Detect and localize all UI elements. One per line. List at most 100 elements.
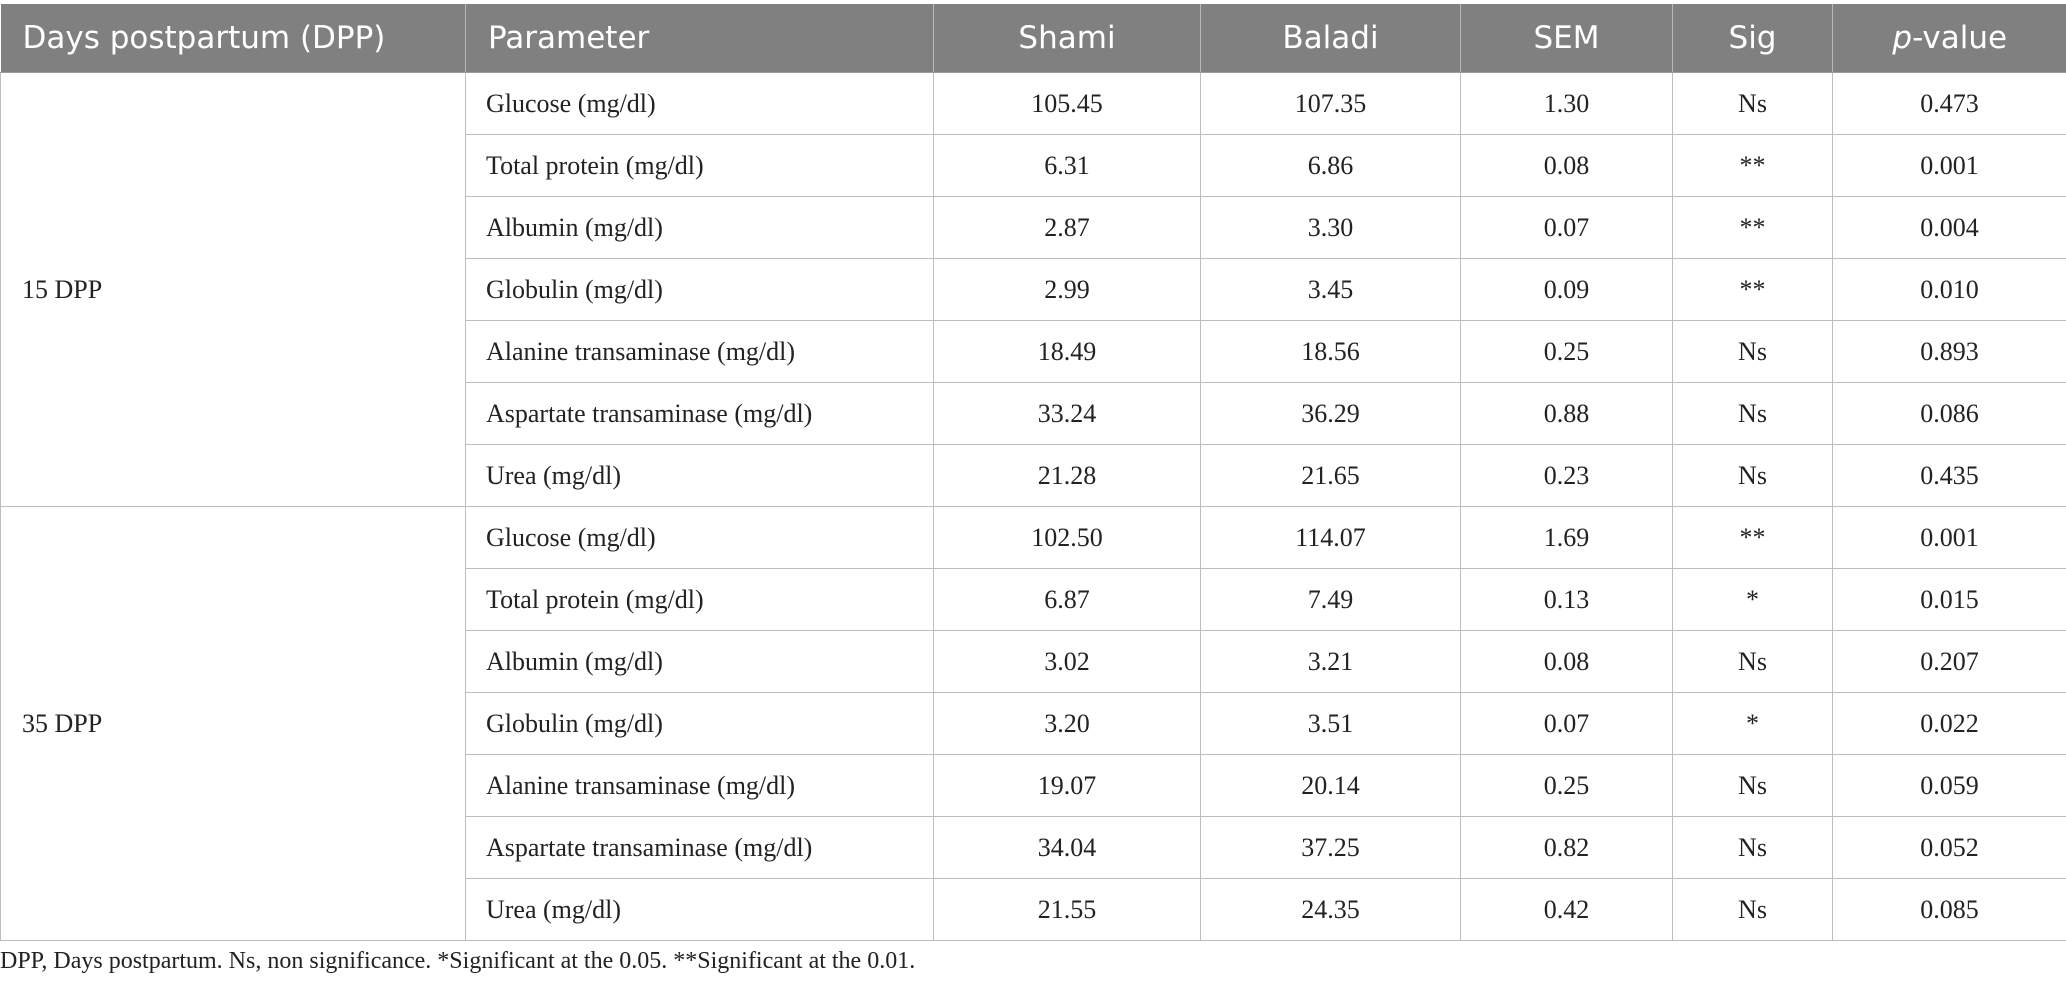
table-row: Urea (mg/dl) 21.28 21.65 0.23 Ns 0.435 — [1, 444, 2066, 507]
table-row: Globulin (mg/dl) 3.20 3.51 0.07 * 0.022 — [1, 692, 2066, 755]
shami-cell: 34.04 — [933, 816, 1201, 879]
baladi-cell: 20.14 — [1200, 754, 1461, 817]
header-sig: Sig — [1672, 4, 1833, 73]
group-label-cell: 35 DPP — [0, 506, 466, 941]
sig-cell: ** — [1672, 196, 1833, 259]
sig-cell: Ns — [1672, 382, 1833, 445]
header-p-value: p-value — [1832, 4, 2066, 73]
parameter-cell: Globulin (mg/dl) — [465, 258, 934, 321]
parameter-cell: Albumin (mg/dl) — [465, 630, 934, 693]
sig-cell: ** — [1672, 258, 1833, 321]
table-container: Days postpartum (DPP) Parameter Shami Ba… — [0, 4, 2066, 941]
table-body: 15 DPP Glucose (mg/dl) 105.45 107.35 1.30 Ns 0… — [0, 72, 2066, 941]
baladi-cell: 3.21 — [1200, 630, 1461, 693]
sem-cell: 0.13 — [1460, 568, 1673, 631]
sem-cell: 0.07 — [1460, 692, 1673, 755]
table-row: Aspartate transaminase (mg/dl) 33.24 36.29… — [1, 382, 2066, 445]
p-value-cell: 0.001 — [1832, 134, 2066, 197]
baladi-cell: 37.25 — [1200, 816, 1461, 879]
sem-cell: 0.09 — [1460, 258, 1673, 321]
p-value-cell: 0.473 — [1832, 72, 2066, 135]
table-header: Days postpartum (DPP) Parameter Shami Ba… — [0, 4, 2066, 73]
baladi-cell: 36.29 — [1200, 382, 1461, 445]
header-value-suffix: -value — [1912, 20, 2008, 56]
baladi-cell: 3.30 — [1200, 196, 1461, 259]
baladi-cell: 7.49 — [1200, 568, 1461, 631]
sig-cell: Ns — [1672, 630, 1833, 693]
baladi-cell: 3.45 — [1200, 258, 1461, 321]
sem-cell: 0.25 — [1460, 320, 1673, 383]
sig-cell: Ns — [1672, 444, 1833, 507]
parameter-cell: Glucose (mg/dl) — [465, 72, 934, 135]
header-row: Days postpartum (DPP) Parameter Shami Ba… — [0, 4, 2066, 73]
sem-cell: 0.07 — [1460, 196, 1673, 259]
p-value-cell: 0.085 — [1832, 878, 2066, 941]
table-row: Albumin (mg/dl) 3.02 3.21 0.08 Ns 0.207 — [1, 630, 2066, 693]
p-value-cell: 0.207 — [1832, 630, 2066, 693]
p-value-cell: 0.052 — [1832, 816, 2066, 879]
baladi-cell: 21.65 — [1200, 444, 1461, 507]
header-shami: Shami — [933, 4, 1201, 73]
parameter-cell: Urea (mg/dl) — [465, 444, 934, 507]
table-row: Urea (mg/dl) 21.55 24.35 0.42 Ns 0.085 — [1, 878, 2066, 941]
baladi-cell: 114.07 — [1200, 506, 1461, 569]
group-label-cell: 15 DPP — [0, 72, 466, 507]
sig-cell: Ns — [1672, 754, 1833, 817]
shami-cell: 21.55 — [933, 878, 1201, 941]
shami-cell: 6.87 — [933, 568, 1201, 631]
parameter-cell: Urea (mg/dl) — [465, 878, 934, 941]
baladi-cell: 6.86 — [1200, 134, 1461, 197]
table-row: Globulin (mg/dl) 2.99 3.45 0.09 ** 0.010 — [1, 258, 2066, 321]
parameter-cell: Aspartate transaminase (mg/dl) — [465, 816, 934, 879]
sig-cell: ** — [1672, 506, 1833, 569]
header-parameter: Parameter — [465, 4, 934, 73]
table-row: 35 DPP Glucose (mg/dl) 102.50 114.07 1.69 ** 0… — [0, 506, 2066, 941]
table-row: Alanine transaminase (mg/dl) 18.49 18.56 0.… — [1, 320, 2066, 383]
p-value-cell: 0.001 — [1832, 506, 2066, 569]
parameter-cell: Albumin (mg/dl) — [465, 196, 934, 259]
header-baladi: Baladi — [1200, 4, 1461, 73]
baladi-cell: 107.35 — [1200, 72, 1461, 135]
p-value-cell: 0.015 — [1832, 568, 2066, 631]
sig-cell: * — [1672, 568, 1833, 631]
p-value-cell: 0.022 — [1832, 692, 2066, 755]
shami-cell: 3.20 — [933, 692, 1201, 755]
sig-cell: Ns — [1672, 816, 1833, 879]
p-value-cell: 0.086 — [1832, 382, 2066, 445]
sem-cell: 0.82 — [1460, 816, 1673, 879]
parameter-cell: Aspartate transaminase (mg/dl) — [465, 382, 934, 445]
sem-cell: 0.08 — [1460, 630, 1673, 693]
parameter-cell: Glucose (mg/dl) — [465, 506, 934, 569]
shami-cell: 3.02 — [933, 630, 1201, 693]
sem-cell: 0.08 — [1460, 134, 1673, 197]
table-row: Albumin (mg/dl) 2.87 3.30 0.07 ** 0.004 — [1, 196, 2066, 259]
sem-cell: 0.42 — [1460, 878, 1673, 941]
p-value-cell: 0.059 — [1832, 754, 2066, 817]
sig-cell: Ns — [1672, 72, 1833, 135]
shami-cell: 2.87 — [933, 196, 1201, 259]
baladi-cell: 24.35 — [1200, 878, 1461, 941]
sig-cell: Ns — [1672, 320, 1833, 383]
data-table: Days postpartum (DPP) Parameter Shami Ba… — [0, 4, 2066, 941]
table-row: Alanine transaminase (mg/dl) 19.07 20.14 0.… — [1, 754, 2066, 817]
shami-cell: 19.07 — [933, 754, 1201, 817]
p-value-cell: 0.435 — [1832, 444, 2066, 507]
baladi-cell: 18.56 — [1200, 320, 1461, 383]
p-value-cell: 0.010 — [1832, 258, 2066, 321]
sig-cell: Ns — [1672, 878, 1833, 941]
p-value-cell: 0.004 — [1832, 196, 2066, 259]
sem-cell: 0.88 — [1460, 382, 1673, 445]
parameter-cell: Alanine transaminase (mg/dl) — [465, 754, 934, 817]
parameter-cell: Alanine transaminase (mg/dl) — [465, 320, 934, 383]
parameter-cell: Total protein (mg/dl) — [465, 568, 934, 631]
parameter-cell: Total protein (mg/dl) — [465, 134, 934, 197]
sem-cell: 1.69 — [1460, 506, 1673, 569]
shami-cell: 21.28 — [933, 444, 1201, 507]
shami-cell: 105.45 — [933, 72, 1201, 135]
sem-cell: 0.23 — [1460, 444, 1673, 507]
sem-cell: 0.25 — [1460, 754, 1673, 817]
sig-cell: * — [1672, 692, 1833, 755]
table-footnote: DPP, Days postpartum. Ns, non significan… — [0, 948, 916, 974]
header-p-italic: p — [1892, 20, 1913, 56]
baladi-cell: 3.51 — [1200, 692, 1461, 755]
